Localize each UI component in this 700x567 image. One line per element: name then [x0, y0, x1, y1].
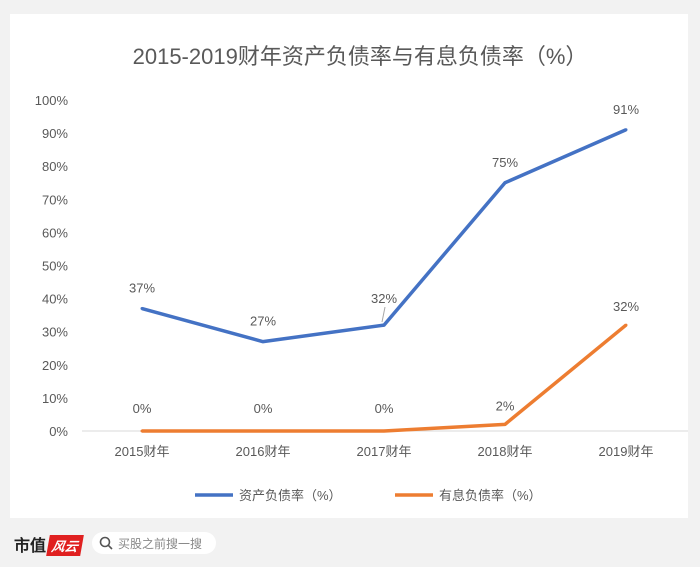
data-point: [503, 422, 507, 426]
search-placeholder: 买股之前搜一搜: [118, 536, 203, 551]
y-tick-label: 10%: [42, 391, 68, 406]
legend-label: 资产负债率（%）: [239, 488, 342, 503]
y-tick-label: 60%: [42, 225, 68, 240]
brand-logo: 市值 风云: [14, 532, 84, 556]
data-label: 27%: [250, 314, 276, 329]
x-tick-label: 2018财年: [478, 444, 533, 459]
x-tick-label: 2017财年: [357, 444, 412, 459]
data-point: [624, 128, 628, 132]
brand-logo-mark: 风云: [46, 535, 84, 556]
x-tick-label: 2015财年: [115, 444, 170, 459]
data-label: 32%: [613, 299, 639, 314]
chart-panel: 2015-2019财年资产负债率与有息负债率（%） 0% 10% 20% 30% 40% 5…: [10, 14, 688, 518]
y-tick-label: 0%: [49, 424, 68, 439]
data-point: [382, 323, 386, 327]
search-input[interactable]: 买股之前搜一搜: [92, 532, 216, 554]
y-tick-label: 30%: [42, 325, 68, 340]
leader-line: [381, 306, 386, 323]
data-label: 2%: [496, 398, 515, 413]
data-label: 75%: [492, 155, 518, 170]
line-chart: 2015-2019财年资产负债率与有息负债率（%） 0% 10% 20% 30% 40% 5…: [35, 44, 688, 503]
chart-title: 2015-2019财年资产负债率与有息负债率（%）: [133, 44, 588, 69]
y-tick-label: 40%: [42, 292, 68, 307]
y-tick-label: 50%: [42, 259, 68, 274]
data-label: 32%: [371, 291, 397, 306]
data-label: 91%: [613, 102, 639, 117]
data-point: [140, 307, 144, 311]
y-tick-label: 80%: [42, 159, 68, 174]
legend-label: 有息负债率（%）: [439, 488, 542, 503]
footer: 市值 风云 买股之前搜一搜: [0, 520, 700, 567]
brand-text: 市值: [14, 536, 47, 555]
data-label: 0%: [375, 401, 394, 416]
data-label: 37%: [129, 281, 155, 296]
data-label: 0%: [254, 401, 273, 416]
data-label: 0%: [133, 401, 152, 416]
x-tick-label: 2019财年: [599, 444, 654, 459]
y-tick-label: 90%: [42, 126, 68, 141]
data-point: [261, 429, 265, 433]
y-tick-label: 70%: [42, 192, 68, 207]
data-point: [624, 323, 628, 327]
data-point: [503, 181, 507, 185]
y-tick-label: 100%: [35, 93, 69, 108]
x-tick-label: 2016财年: [236, 444, 291, 459]
data-point: [140, 429, 144, 433]
data-point: [382, 429, 386, 433]
search-icon: [99, 536, 113, 550]
y-tick-label: 20%: [42, 358, 68, 373]
data-point: [261, 340, 265, 344]
